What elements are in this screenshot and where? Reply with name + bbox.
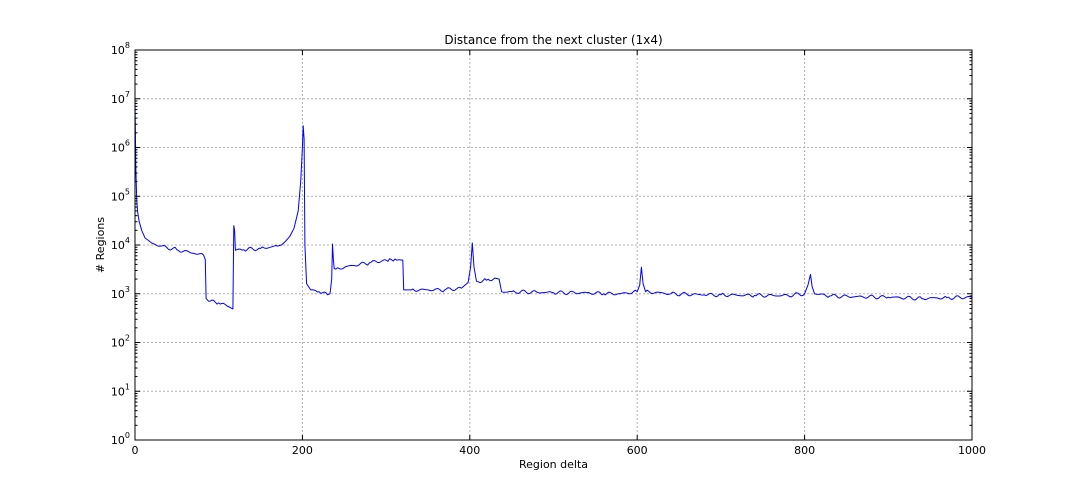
grid-lines — [135, 50, 972, 440]
chart-title: Distance from the next cluster (1x4) — [444, 33, 662, 47]
y-tick-base: 10 — [111, 288, 125, 301]
y-tick-exponent: 8 — [125, 41, 130, 50]
x-tick-label: 800 — [794, 444, 815, 457]
y-tick-exponent: 2 — [125, 334, 130, 343]
y-tick-label: 107 — [111, 90, 130, 106]
y-tick-label: 106 — [111, 139, 130, 155]
y-tick-label: 105 — [111, 187, 130, 203]
series-layer — [134, 98, 973, 310]
x-tick-label: 600 — [627, 444, 648, 457]
y-tick-base: 10 — [111, 142, 125, 155]
x-tick-label: 200 — [292, 444, 313, 457]
y-tick-base: 10 — [111, 337, 125, 350]
y-tick-exponent: 7 — [125, 90, 130, 99]
y-tick-label: 103 — [111, 285, 130, 301]
y-tick-base: 10 — [111, 93, 125, 106]
x-axis-label: Region delta — [519, 458, 588, 471]
y-tick-exponent: 3 — [125, 285, 130, 294]
y-tick-exponent: 6 — [125, 139, 130, 148]
y-axis-label: # Regions — [94, 217, 107, 273]
y-tick-base: 10 — [111, 44, 125, 57]
y-tick-label: 104 — [111, 236, 130, 252]
x-tick-label: 0 — [132, 444, 139, 457]
axis-ticks: 0 200 400 600 800 100010010110210310410510610… — [111, 41, 986, 457]
series-line — [134, 98, 973, 310]
y-tick-exponent: 1 — [125, 382, 130, 391]
y-tick-base: 10 — [111, 385, 125, 398]
y-tick-exponent: 0 — [125, 431, 130, 440]
x-tick-label: 1000 — [958, 444, 986, 457]
y-tick-base: 10 — [111, 239, 125, 252]
x-tick-label: 400 — [459, 444, 480, 457]
y-tick-label: 108 — [111, 41, 130, 57]
y-tick-exponent: 5 — [125, 187, 130, 196]
y-tick-exponent: 4 — [125, 236, 130, 245]
y-tick-label: 102 — [111, 334, 130, 350]
y-tick-base: 10 — [111, 190, 125, 203]
y-tick-label: 101 — [111, 382, 130, 398]
y-tick-base: 10 — [111, 434, 125, 447]
y-tick-label: 100 — [111, 431, 130, 447]
